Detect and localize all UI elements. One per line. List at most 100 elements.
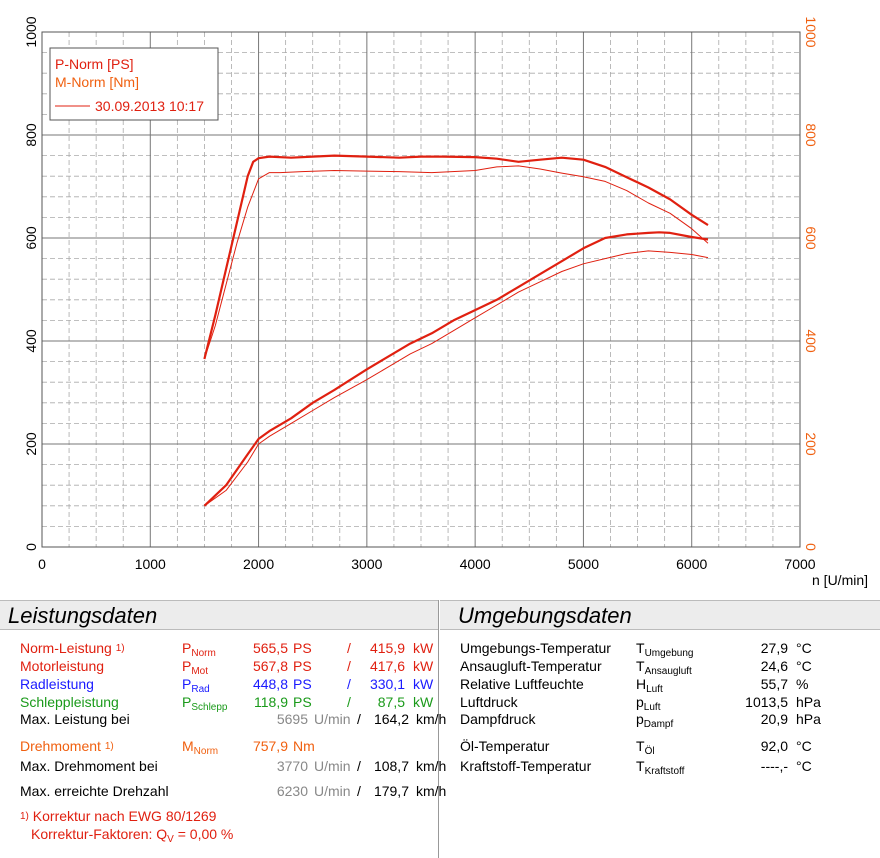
dyno-chart: 0 200 400 600 800 1000 0 200 400 600 800 1000 0 100… [23,16,868,588]
x-axis-label: n [U/min] [812,572,868,588]
umgebung-row-sub: Ansaugluft [644,666,692,677]
series-group [203,154,709,507]
legend-entry-m-norm: M-Norm [Nm] [55,74,139,90]
max-drehzahl-rpm-unit: U/min [314,783,351,799]
umgebung-row-unit: °C [796,658,812,674]
max-leistung-speed-unit: km/h [416,711,447,727]
umgebung-row-sub: Luft [643,702,661,713]
panel-divider [438,600,439,858]
leistung-row-ps-unit: PS [293,640,312,656]
max-drehzahl-sep: / [357,783,361,799]
umgebung-row-symbol: TAnsaugluft [636,658,692,677]
leistung-row-sub: Schlepp [191,702,228,713]
series-line-2 [203,154,709,360]
leistung-row-kw-value: 415,9 [369,640,405,656]
x-tick-label: 7000 [784,556,815,572]
x-tick-label: 4000 [460,556,491,572]
legend-entry-p-norm: P-Norm [PS] [55,56,134,72]
umgebung-row-sub: Umgebung [644,648,694,659]
right-y-tick-label: 200 [803,432,819,456]
leistung-row-label: Schleppleistung [20,694,119,710]
max-leistung-label: Max. Leistung bei [20,711,130,727]
max-drehzahl-label: Max. erreichte Drehzahl [20,783,169,799]
leistung-row-ps-unit: PS [293,658,312,674]
umgebung-row-unit: °C [796,640,812,656]
right-y-tick-label: 400 [803,329,819,353]
legend-box [49,47,219,121]
umgebung-row-sym: T [636,640,645,656]
umgebung-row-unit: °C [796,758,812,774]
leistung-row-sym: P [182,694,192,710]
umgebung-row-symbol: pLuft [636,694,661,713]
leistung-row-ps-value: 448,8 [252,676,288,692]
leistung-row-sub: Mot [191,666,209,677]
umgebung-row-symbol: pDampf [636,711,673,730]
umgebung-row-symbol: TKraftstoff [636,758,685,777]
leistungsdaten-title: Leistungsdaten [8,603,158,628]
umgebung-row-value: 24,6 [760,658,788,674]
right-y-tick-label: 600 [803,226,819,250]
umgebung-row-sym: H [636,676,647,692]
umgebung-row-unit: °C [796,738,812,754]
leistung-row-label-text: Norm-Leistung [20,640,112,656]
leistung-row-sep: / [347,676,351,692]
umgebung-row-label: Dampfdruck [460,711,536,727]
umgebung-row-sym: T [636,738,645,754]
leistung-row-ps-value: 567,8 [252,658,288,674]
leistung-row-ps-value: 565,5 [252,640,288,656]
leistung-row-sub: Rad [191,684,210,695]
leistung-row-sym: P [182,658,192,674]
leistung-row-sym: P [182,676,192,692]
umgebung-row-sub: Kraftstoff [644,766,685,777]
umgebungsdaten-title: Umgebungsdaten [458,603,632,628]
series-line-0 [203,231,709,507]
korrektur-faktoren-value: = 0,00 % [173,826,234,842]
umgebung-row-label: Kraftstoff-Temperatur [460,758,592,774]
umgebung-row-sub: Luft [646,684,663,695]
left-y-tick-label: 400 [23,329,39,353]
korrektur-faktoren-sub: V [167,834,174,845]
left-y-tick-label: 600 [23,226,39,250]
umgebung-row-label: Ansaugluft-Temperatur [460,658,602,674]
footnote-korrektur: 1) Korrektur nach EWG 80/1269 [20,808,216,824]
leistung-row-kw-value: 417,6 [369,658,405,674]
umgebung-row-value: 1013,5 [745,694,788,710]
umgebung-row-unit: hPa [796,694,821,710]
leistung-row-symbol: PSchlepp [182,694,228,713]
drehmoment-footnote: 1) [104,741,114,752]
leistung-row-sep: / [347,640,351,656]
umgebung-row-label: Öl-Temperatur [460,738,550,754]
korrektur-faktoren: Korrektur-Faktoren: QV = 0,00 % [31,826,234,845]
right-y-tick-label: 0 [803,543,819,551]
umgebung-row-unit: % [796,676,809,692]
leistung-row-ps-unit: PS [293,676,312,692]
right-y-axis: 0 200 400 600 800 1000 [803,16,819,551]
x-tick-label: 3000 [351,556,382,572]
max-drehzahl-rpm: 6230 [276,783,308,799]
series-line-1 [204,250,709,507]
max-drehmoment-sep: / [357,758,361,774]
drehmoment-unit: Nm [293,738,315,754]
left-y-tick-label: 200 [23,432,39,456]
max-drehmoment-rpm: 3770 [276,758,308,774]
footnote-text: Korrektur nach EWG 80/1269 [32,808,217,824]
umgebung-row-symbol: TÖl [636,738,655,757]
leistung-row-kw-unit: kW [413,658,434,674]
umgebung-row-symbol: TUmgebung [636,640,694,659]
right-y-tick-label: 1000 [803,16,819,47]
left-y-axis: 0 200 400 600 800 1000 [23,16,39,551]
leistung-row-label: Motorleistung [20,658,104,674]
leistung-row-ps-value: 118,9 [254,694,288,710]
umgebung-row-value: 27,9 [760,640,788,656]
x-tick-label: 5000 [568,556,599,572]
drehmoment-label-text: Drehmoment [20,738,101,754]
drehmoment-value: 757,9 [252,738,288,754]
plot-frame [41,31,801,548]
umgebung-row-unit: hPa [796,711,821,727]
umgebungsdaten-header [440,600,880,630]
leistung-row-label-text: Motorleistung [20,658,105,674]
umgebung-row-value: 92,0 [760,738,788,754]
leistung-row-footnote: 1) [115,643,125,654]
leistung-row-label: Radleistung [20,676,94,692]
left-y-tick-label: 800 [23,123,39,147]
